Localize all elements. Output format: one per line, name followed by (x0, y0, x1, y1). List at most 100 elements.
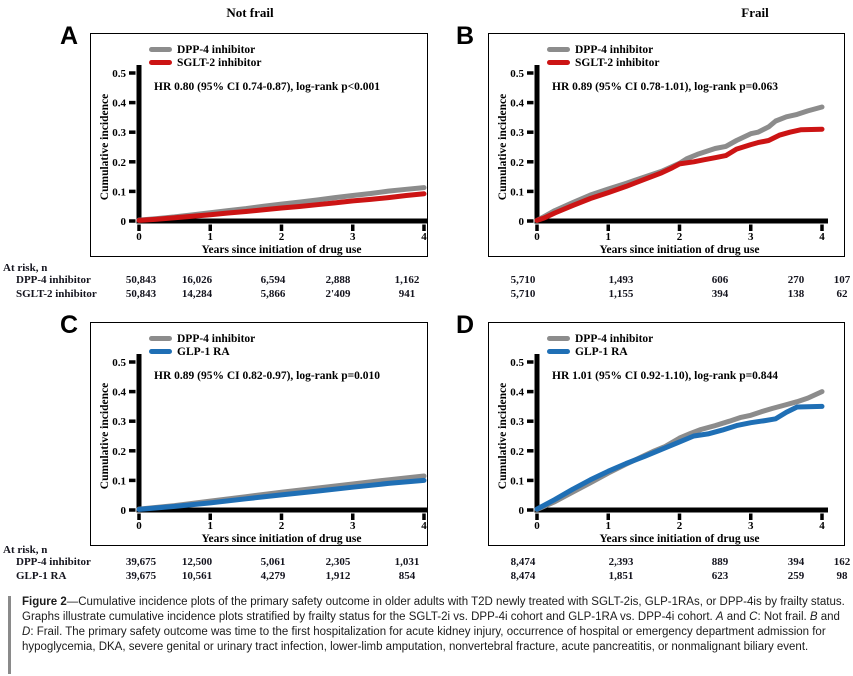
legend-item: DPP-4 inhibitor (149, 332, 255, 345)
at-risk-value: 394 (711, 288, 729, 300)
svg-text:Cumulative incidence: Cumulative incidence (497, 383, 509, 489)
svg-text:0: 0 (534, 231, 540, 243)
svg-text:0: 0 (519, 216, 525, 228)
at-risk-value: 889 (711, 556, 729, 568)
at-risk-value: 39,675 (125, 556, 157, 568)
svg-text:Years since initiation of drug: Years since initiation of drug use (599, 533, 759, 545)
svg-text:Years since initiation of drug: Years since initiation of drug use (599, 244, 759, 256)
svg-text:Cumulative incidence: Cumulative incidence (99, 94, 111, 200)
caption-segment: and (723, 611, 750, 623)
svg-text:4: 4 (421, 231, 427, 243)
legend-label: DPP-4 inhibitor (575, 332, 654, 345)
svg-text:1: 1 (606, 520, 612, 532)
svg-text:0.4: 0.4 (112, 98, 126, 110)
at-risk-value: 14,284 (181, 288, 213, 300)
cumulative-incidence-plot-a: 0 0.1 0.2 0.3 0.4 0.5 0 1 2 3 4 Years since initiat… (99, 65, 427, 256)
svg-text:Cumulative incidence: Cumulative incidence (99, 383, 111, 489)
svg-text:0.5: 0.5 (112, 357, 126, 369)
svg-text:0.4: 0.4 (510, 98, 524, 110)
svg-text:0.4: 0.4 (112, 387, 126, 399)
at-risk-value: 10,561 (181, 570, 213, 582)
svg-text:0.1: 0.1 (510, 186, 524, 198)
svg-text:0: 0 (121, 505, 127, 517)
panel-d: 0 0.1 0.2 0.3 0.4 0.5 0 1 2 3 4 Years since initiat… (488, 322, 845, 546)
at-risk-value: 1,912 (325, 570, 351, 582)
legend-label: DPP-4 inhibitor (177, 332, 256, 345)
legend-label: GLP-1 RA (575, 345, 628, 358)
hr-annotation: HR 0.89 (95% CI 0.78-1.01), log-rank p=0… (552, 81, 779, 93)
legend-swatch-sglt2 (547, 60, 570, 65)
svg-text:0.1: 0.1 (112, 475, 126, 487)
at-risk-value: 1,031 (394, 556, 420, 568)
caption-segment: : Frail. The primary safety outcome was … (22, 626, 826, 653)
legend-swatch-sglt2 (149, 60, 172, 65)
cumulative-incidence-plot-c: 0 0.1 0.2 0.3 0.4 0.5 0 1 2 3 4 Years since initiat… (99, 354, 427, 545)
at-risk-value: 2,393 (608, 556, 634, 568)
hr-annotation: HR 0.80 (95% CI 0.74-0.87), log-rank p<0… (154, 81, 381, 93)
at-risk-value: 1,851 (608, 570, 634, 582)
caption-segment: D (22, 626, 31, 638)
legend-item: DPP-4 inhibitor (547, 43, 659, 56)
svg-text:4: 4 (819, 231, 825, 243)
svg-text:3: 3 (350, 231, 356, 243)
svg-text:0.4: 0.4 (510, 387, 524, 399)
at-risk-value: 16,026 (181, 274, 213, 286)
svg-text:Cumulative incidence: Cumulative incidence (497, 94, 509, 200)
hr-annotation: HR 1.01 (95% CI 0.92-1.10), log-rank p=0… (552, 370, 779, 382)
at-risk-value: 1,155 (608, 288, 634, 300)
legend-item: GLP-1 RA (547, 345, 653, 358)
svg-text:2: 2 (677, 231, 683, 243)
at-risk-value: 50,843 (125, 288, 157, 300)
svg-text:0: 0 (136, 520, 142, 532)
svg-text:0.2: 0.2 (112, 446, 126, 458)
legend-swatch-dpp4 (547, 47, 570, 52)
panel-letter-d: D (456, 311, 475, 339)
svg-text:1: 1 (208, 231, 214, 243)
svg-text:0: 0 (534, 520, 540, 532)
at-risk-row-label: SGLT-2 inhibitor (16, 288, 97, 300)
legend-swatch-dpp4 (149, 47, 172, 52)
at-risk-value: 2,305 (325, 556, 351, 568)
at-risk-value: 1,493 (608, 274, 634, 286)
at-risk-value: 6,594 (260, 274, 286, 286)
svg-text:Years since initiation of drug: Years since initiation of drug use (201, 244, 361, 256)
svg-text:0.2: 0.2 (112, 157, 126, 169)
svg-text:0.3: 0.3 (112, 416, 126, 428)
svg-text:Years since initiation of drug: Years since initiation of drug use (201, 533, 361, 545)
at-risk-value: 138 (787, 288, 805, 300)
at-risk-row-label: GLP-1 RA (16, 570, 67, 582)
svg-text:0.5: 0.5 (510, 68, 524, 80)
svg-text:1: 1 (606, 231, 612, 243)
legend-item: DPP-4 inhibitor (149, 43, 261, 56)
at-risk-value: 62 (836, 288, 848, 300)
legend-swatch-glp1 (149, 349, 172, 354)
at-risk-value: 5,866 (260, 288, 286, 300)
hr-annotation: HR 0.89 (95% CI 0.82-0.97), log-rank p=0… (154, 370, 381, 382)
legend-label: SGLT-2 inhibitor (177, 56, 262, 69)
legend-swatch-glp1 (547, 349, 570, 354)
at-risk-value: 4,279 (260, 570, 286, 582)
legend-swatch-dpp4 (547, 336, 570, 341)
figure-caption: Figure 2—Cumulative incidence plots of t… (22, 595, 846, 655)
at-risk-value: 623 (711, 570, 729, 582)
at-risk-value: 50,843 (125, 274, 157, 286)
at-risk-row-label: DPP-4 inhibitor (16, 274, 91, 286)
legend-label: DPP-4 inhibitor (575, 43, 654, 56)
caption-segment: : Not frail. (757, 611, 810, 623)
svg-text:4: 4 (421, 520, 427, 532)
legend-b: DPP-4 inhibitor SGLT-2 inhibitor (547, 43, 659, 69)
at-risk-value: 2'409 (325, 288, 351, 300)
svg-text:0.5: 0.5 (112, 68, 126, 80)
caption-segment: —Cumulative incidence plots of the prima… (22, 596, 845, 623)
legend-label: SGLT-2 inhibitor (575, 56, 660, 69)
panel-letter-a: A (60, 22, 79, 50)
svg-text:0.2: 0.2 (510, 157, 524, 169)
svg-text:2: 2 (279, 231, 285, 243)
svg-text:0.5: 0.5 (510, 357, 524, 369)
caption-segment: and (817, 611, 840, 623)
caption-segment: A (715, 611, 724, 623)
svg-text:1: 1 (208, 520, 214, 532)
at-risk-value: 107 (833, 274, 851, 286)
caption-rule (8, 596, 11, 674)
legend-a: DPP-4 inhibitor SGLT-2 inhibitor (149, 43, 261, 69)
